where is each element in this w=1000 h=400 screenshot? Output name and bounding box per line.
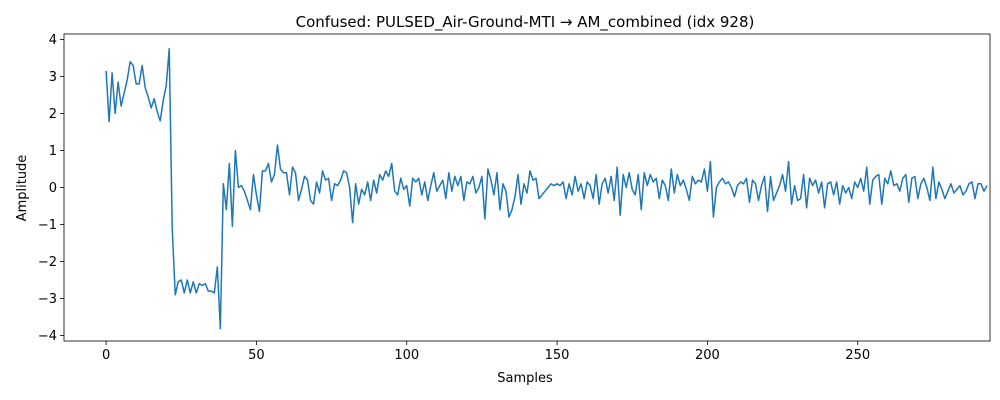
x-tick-label: 50 — [248, 348, 265, 363]
y-tick-label: −4 — [38, 329, 57, 344]
y-tick-label: −2 — [38, 255, 57, 270]
x-axis-label: Samples — [497, 371, 553, 386]
x-tick-label: 0 — [102, 348, 110, 363]
x-tick-label: 250 — [845, 348, 870, 363]
y-axis-label: Amplitude — [15, 155, 30, 222]
y-tick-label: 1 — [49, 144, 57, 159]
series-line — [105, 48, 988, 330]
y-axis: −4 −3 −2 −1 0 1 2 3 4 — [38, 33, 64, 344]
y-tick-label: 2 — [49, 107, 57, 122]
plot-area: 0 50 100 150 200 250 −4 −3 −2 −1 0 1 2 3 4 — [38, 33, 991, 363]
y-tick-label: 3 — [49, 70, 57, 85]
x-axis: 0 50 100 150 200 250 — [102, 341, 870, 363]
y-tick-label: −3 — [38, 292, 57, 307]
x-tick-label: 100 — [394, 348, 419, 363]
x-tick-label: 200 — [695, 348, 720, 363]
series-layer — [105, 48, 988, 330]
y-tick-label: 4 — [49, 33, 57, 48]
chart-title: Confused: PULSED_Air-Ground-MTI → AM_com… — [296, 13, 755, 32]
y-tick-label: 0 — [49, 181, 57, 196]
y-tick-label: −1 — [38, 218, 57, 233]
x-tick-label: 150 — [545, 348, 570, 363]
